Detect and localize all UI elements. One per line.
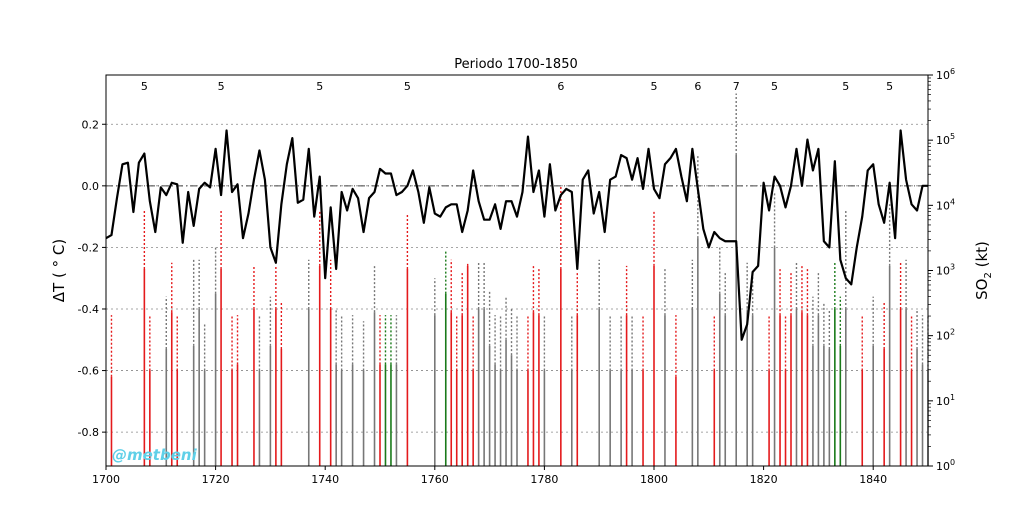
- y-tick-label: -0.6: [78, 365, 99, 378]
- y2-tick-label: 105: [936, 132, 955, 147]
- vei-label: 5: [842, 80, 849, 93]
- vei-label: 6: [557, 80, 564, 93]
- vei-labels: 5 5 5 5 6 5 6 7 5 5 5: [141, 80, 893, 93]
- y2-tick-label: 101: [936, 393, 955, 408]
- y-tick-label: 0.2: [82, 118, 100, 131]
- y2-axis-ticks: 100 101 102 103 104 105 106: [928, 67, 955, 473]
- vei-label: 5: [316, 80, 323, 93]
- watermark: @metbeni: [112, 446, 198, 464]
- x-tick-label: 1760: [421, 473, 449, 486]
- y2-tick-label: 100: [936, 458, 955, 473]
- y-tick-label: 0.0: [82, 180, 100, 193]
- y2-axis-label: SO2 (kt): [973, 241, 994, 300]
- x-tick-label: 1720: [202, 473, 230, 486]
- x-tick-label: 1740: [311, 473, 339, 486]
- vei-label: 7: [733, 80, 740, 93]
- vei-label: 5: [771, 80, 778, 93]
- y2-tick-label: 102: [936, 328, 955, 343]
- y-tick-label: -0.2: [78, 241, 99, 254]
- temperature-series: [105, 129, 928, 341]
- vei-label: 5: [218, 80, 225, 93]
- vei-label: 5: [886, 80, 893, 93]
- x-tick-label: 1800: [640, 473, 668, 486]
- x-tick-label: 1700: [92, 473, 120, 486]
- x-tick-label: 1820: [750, 473, 778, 486]
- y-axis-label: ΔT ( ° C): [50, 239, 68, 302]
- eruption-markers: [110, 93, 929, 466]
- y-tick-label: -0.8: [78, 426, 99, 439]
- y2-tick-label: 106: [936, 67, 955, 82]
- vei-label: 5: [651, 80, 658, 93]
- x-axis-ticks: 1700 1720 1740 1760 1780 1800 1820 1840: [92, 466, 887, 486]
- temperature-line: [105, 129, 928, 341]
- vei-label: 6: [694, 80, 701, 93]
- y2-tick-label: 103: [936, 263, 955, 278]
- y-axis-ticks: 0.2 0.0 -0.2 -0.4 -0.6 -0.8: [78, 118, 106, 439]
- y-tick-label: -0.4: [78, 303, 99, 316]
- vei-label: 5: [404, 80, 411, 93]
- x-tick-label: 1840: [859, 473, 887, 486]
- y2-tick-label: 104: [936, 197, 955, 212]
- chart-title: Periodo 1700-1850: [454, 57, 577, 72]
- x-tick-label: 1780: [530, 473, 558, 486]
- vei-label: 5: [141, 80, 148, 93]
